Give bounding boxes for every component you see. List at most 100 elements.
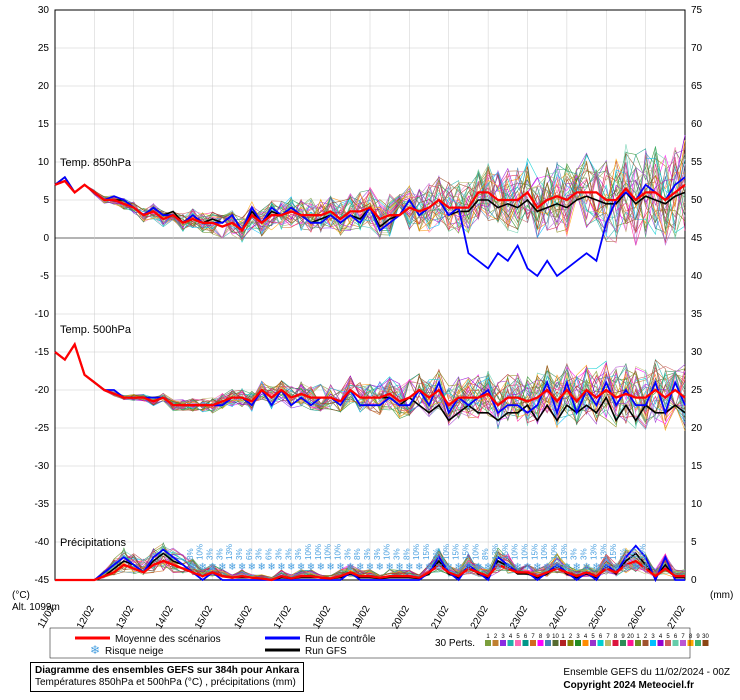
svg-text:10: 10 [691,499,703,510]
svg-text:Moyenne des scénarios: Moyenne des scénarios [115,634,221,645]
svg-text:❄: ❄ [356,562,364,573]
svg-text:60: 60 [691,119,703,130]
svg-text:3%: 3% [294,548,303,560]
svg-text:10%: 10% [540,544,549,560]
svg-text:❄: ❄ [573,562,581,573]
chart-subtitle: Températures 850hPa et 500hPa (°C) , pré… [35,677,299,689]
svg-text:15%: 15% [461,544,470,560]
svg-text:-30: -30 [35,461,50,472]
svg-text:15%: 15% [530,544,539,560]
svg-text:55: 55 [691,157,703,168]
svg-text:Temp. 500hPa: Temp. 500hPa [60,324,132,336]
svg-text:Run de contrôle: Run de contrôle [305,634,376,645]
svg-text:3%: 3% [363,548,372,560]
svg-text:❄: ❄ [336,562,344,573]
svg-text:3%: 3% [432,548,441,560]
svg-text:0: 0 [43,233,49,244]
footer-source: Ensemble GEFS du 11/02/2024 - 00Z Copyri… [563,666,730,692]
svg-text:13%: 13% [599,544,608,560]
svg-text:10%: 10% [383,544,392,560]
svg-text:Temp. 850hPa: Temp. 850hPa [60,157,132,169]
svg-text:❄: ❄ [317,562,325,573]
svg-text:❄: ❄ [228,562,236,573]
svg-text:Alt. 1099m: Alt. 1099m [12,602,60,613]
svg-text:10%: 10% [471,544,480,560]
svg-text:(°C): (°C) [12,590,30,601]
svg-text:3%: 3% [393,548,402,560]
svg-text:❄: ❄ [582,562,590,573]
footer-info-box: Diagramme des ensembles GEFS sur 384h po… [30,662,304,692]
svg-text:10%: 10% [550,544,559,560]
svg-text:25: 25 [38,43,50,54]
svg-text:❄: ❄ [474,562,482,573]
svg-text:10%: 10% [196,544,205,560]
svg-text:0: 0 [691,575,697,586]
svg-text:15%: 15% [422,544,431,560]
svg-text:Risque neige: Risque neige [105,646,164,657]
svg-text:❄: ❄ [395,562,403,573]
svg-text:❄: ❄ [277,562,285,573]
svg-text:❄: ❄ [297,562,305,573]
svg-text:25: 25 [691,385,703,396]
svg-text:-35: -35 [35,499,50,510]
svg-text:15%: 15% [501,544,510,560]
svg-text:❄: ❄ [258,562,266,573]
svg-text:❄: ❄ [189,562,197,573]
svg-text:13%: 13% [560,544,569,560]
svg-text:35: 35 [691,309,703,320]
svg-text:10%: 10% [442,544,451,560]
svg-text:15%: 15% [452,544,461,560]
svg-text:❄: ❄ [533,562,541,573]
svg-text:13%: 13% [589,544,598,560]
svg-text:❄: ❄ [513,562,521,573]
copyright: Copyright 2024 Meteociel.fr [563,679,730,692]
svg-text:❄: ❄ [425,562,433,573]
svg-text:❄: ❄ [602,562,610,573]
svg-text:❄: ❄ [326,562,334,573]
svg-text:❄: ❄ [405,562,413,573]
svg-text:3%: 3% [215,548,224,560]
svg-text:8%: 8% [402,548,411,560]
svg-text:65: 65 [691,81,703,92]
svg-text:10%: 10% [412,544,421,560]
chart-title: Diagramme des ensembles GEFS sur 384h po… [35,665,299,677]
svg-text:-15: -15 [35,347,50,358]
svg-text:3%: 3% [206,548,215,560]
svg-text:❄: ❄ [346,562,354,573]
svg-text:❄: ❄ [248,562,256,573]
svg-text:❄: ❄ [307,562,315,573]
svg-text:❄: ❄ [198,562,206,573]
svg-text:10: 10 [552,634,559,640]
svg-text:10: 10 [38,157,50,168]
svg-text:40: 40 [691,271,703,282]
svg-text:3%: 3% [629,548,638,560]
svg-text:6%: 6% [245,548,254,560]
svg-text:Précipitations: Précipitations [60,537,127,549]
svg-text:❄: ❄ [445,562,453,573]
svg-text:❄: ❄ [632,562,640,573]
svg-text:3%: 3% [570,548,579,560]
svg-text:5: 5 [43,195,49,206]
svg-text:❄: ❄ [592,562,600,573]
svg-text:3%: 3% [619,548,628,560]
svg-text:❄: ❄ [494,562,502,573]
svg-text:15%: 15% [609,544,618,560]
svg-text:20: 20 [627,634,634,640]
svg-text:13%: 13% [491,544,500,560]
svg-text:3%: 3% [343,548,352,560]
svg-text:❄: ❄ [366,562,374,573]
svg-text:3%: 3% [274,548,283,560]
svg-text:❄: ❄ [287,562,295,573]
svg-text:❄: ❄ [90,643,100,657]
svg-text:10%: 10% [511,544,520,560]
svg-text:❄: ❄ [238,562,246,573]
svg-text:15: 15 [38,119,50,130]
svg-text:10%: 10% [304,544,313,560]
svg-text:15: 15 [691,461,703,472]
svg-text:30: 30 [691,347,703,358]
svg-text:❄: ❄ [484,562,492,573]
svg-text:❄: ❄ [543,562,551,573]
svg-text:❄: ❄ [553,562,561,573]
svg-text:3%: 3% [284,548,293,560]
source-line: Ensemble GEFS du 11/02/2024 - 00Z [563,666,730,679]
